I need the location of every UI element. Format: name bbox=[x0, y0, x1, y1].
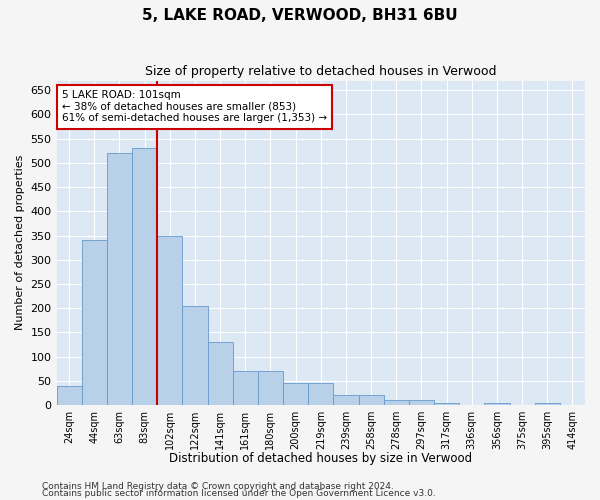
Bar bbox=[535, 402, 560, 405]
Text: Contains public sector information licensed under the Open Government Licence v3: Contains public sector information licen… bbox=[42, 490, 436, 498]
Bar bbox=[359, 396, 383, 405]
Bar bbox=[334, 396, 359, 405]
Title: Size of property relative to detached houses in Verwood: Size of property relative to detached ho… bbox=[145, 65, 497, 78]
Text: Contains HM Land Registry data © Crown copyright and database right 2024.: Contains HM Land Registry data © Crown c… bbox=[42, 482, 394, 491]
Bar bbox=[56, 386, 82, 405]
Y-axis label: Number of detached properties: Number of detached properties bbox=[15, 155, 25, 330]
Bar bbox=[132, 148, 157, 405]
Bar bbox=[383, 400, 409, 405]
Bar bbox=[434, 402, 459, 405]
Bar bbox=[409, 400, 434, 405]
Bar bbox=[182, 306, 208, 405]
Bar bbox=[208, 342, 233, 405]
Text: 5 LAKE ROAD: 101sqm
← 38% of detached houses are smaller (853)
61% of semi-detac: 5 LAKE ROAD: 101sqm ← 38% of detached ho… bbox=[62, 90, 327, 124]
Bar bbox=[233, 371, 258, 405]
X-axis label: Distribution of detached houses by size in Verwood: Distribution of detached houses by size … bbox=[169, 452, 472, 465]
Bar bbox=[258, 371, 283, 405]
Bar bbox=[283, 383, 308, 405]
Bar bbox=[107, 153, 132, 405]
Bar bbox=[157, 236, 182, 405]
Bar bbox=[484, 402, 509, 405]
Bar bbox=[82, 240, 107, 405]
Bar bbox=[308, 383, 334, 405]
Text: 5, LAKE ROAD, VERWOOD, BH31 6BU: 5, LAKE ROAD, VERWOOD, BH31 6BU bbox=[142, 8, 458, 22]
